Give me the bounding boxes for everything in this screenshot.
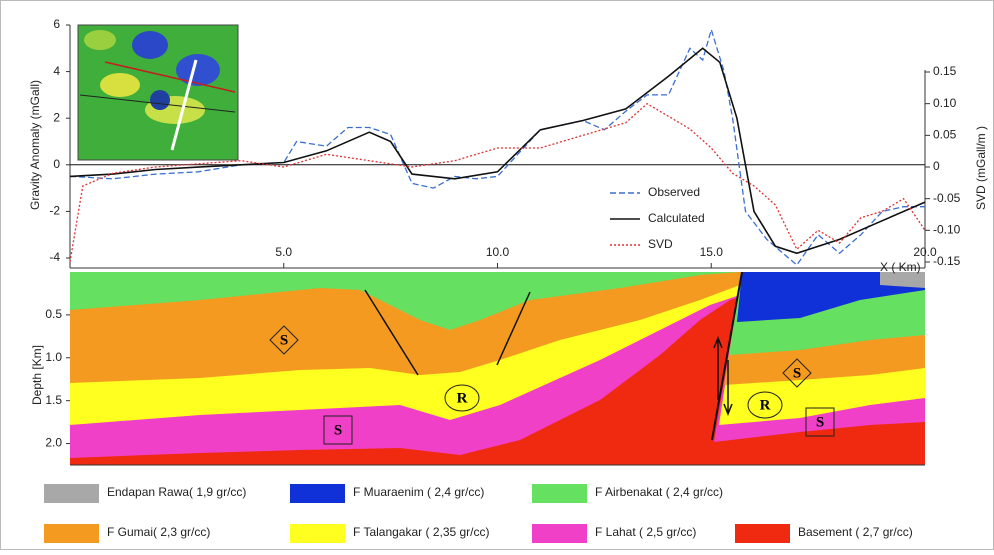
series-line [69, 27, 925, 266]
symbol-diamond [782, 358, 812, 388]
annotation: S [793, 365, 801, 381]
layer-airbenakat [70, 272, 742, 330]
legend-swatch [44, 484, 99, 503]
y2-axis-title: SVD (mGall/m ) [974, 126, 988, 210]
y2-tick-label: -0.10 [933, 223, 961, 237]
x-axis-title: X ( Km) [880, 260, 921, 274]
y-axis-title: Gravity Anomaly (mGall) [28, 80, 42, 210]
y-tick-label: 2.0 [45, 436, 62, 450]
legend-label: F Lahat ( 2,5 gr/cc) [595, 525, 696, 539]
map-blob [150, 90, 170, 110]
y2-tick-label: -0.15 [933, 254, 961, 268]
map-profile [170, 59, 198, 151]
y-tick-label: -2 [49, 204, 60, 218]
map-blob [132, 31, 168, 59]
y2-tick-label: 0.10 [933, 96, 957, 110]
y2-tick-label: 0.05 [933, 128, 957, 142]
layer-muaraenim [737, 272, 925, 322]
legend-label: F Muaraenim ( 2,4 gr/cc) [353, 485, 484, 499]
annotation: R [457, 390, 468, 406]
map-blob [84, 30, 116, 50]
legend-label: F Talangakar ( 2,35 gr/cc) [353, 525, 490, 539]
cross-section: S S R S R S [70, 271, 925, 465]
y-tick-label: 1.5 [45, 393, 62, 407]
y-tick-label: 4 [53, 64, 60, 78]
legend-swatch [532, 524, 587, 543]
x-tick-label: 15.0 [700, 245, 724, 259]
legend-swatch [735, 524, 790, 543]
legend-swatch [290, 524, 345, 543]
y-tick-label: -4 [49, 250, 60, 264]
y2-tick-label: 0.15 [933, 64, 957, 78]
legend-label: Endapan Rawa( 1,9 gr/cc) [107, 485, 246, 499]
legend: Endapan Rawa( 1,9 gr/cc) F Muaraenim ( 2,… [44, 484, 913, 543]
layer-endapan-rawa [880, 272, 925, 288]
legend-label: F Gumai( 2,3 gr/cc) [107, 525, 210, 539]
series-line [69, 47, 926, 255]
map-line [79, 94, 236, 113]
symbol-square [323, 415, 353, 445]
map-blob [176, 54, 220, 86]
arrow [713, 335, 723, 400]
annotation: S [334, 422, 342, 438]
series-line [69, 102, 926, 263]
symbol-ellipse [444, 384, 480, 412]
legend-label: Basement ( 2,7 gr/cc) [798, 525, 913, 539]
x-tick-label: 20.0 [913, 245, 937, 259]
layer-gumai [70, 272, 742, 383]
legend-label: Observed [648, 185, 700, 199]
legend-label: SVD [648, 237, 673, 251]
y-tick-label: 0 [53, 157, 60, 171]
y-tick-label: 1.0 [45, 350, 62, 364]
y2-tick-label: -0.05 [933, 191, 961, 205]
legend-swatch [290, 484, 345, 503]
y-tick-label: 6 [53, 17, 60, 31]
legend-label: Calculated [648, 211, 705, 225]
x-tick-label: 10.0 [486, 245, 510, 259]
map-profile [104, 61, 236, 93]
legend-swatch [44, 524, 99, 543]
section-y-title: Depth [Km] [30, 345, 44, 405]
fault [711, 271, 743, 441]
symbol-diamond [269, 325, 299, 355]
x-tick-label: 5.0 [275, 245, 292, 259]
legend-label: F Airbenakat ( 2,4 gr/cc) [595, 485, 723, 499]
annotation: S [280, 332, 288, 348]
symbol-ellipse [747, 391, 783, 419]
annotation: R [760, 397, 771, 413]
y-tick-label: 0.5 [45, 307, 62, 321]
fault [496, 291, 531, 366]
inset-map [77, 24, 239, 161]
arrow [723, 360, 733, 417]
symbol-square [805, 407, 835, 437]
y-tick-label: 2 [53, 110, 60, 124]
map-blob [100, 73, 140, 97]
y2-tick-label: 0 [933, 159, 940, 173]
annotation: S [816, 414, 824, 430]
fault [364, 289, 419, 376]
legend-swatch [532, 484, 587, 503]
